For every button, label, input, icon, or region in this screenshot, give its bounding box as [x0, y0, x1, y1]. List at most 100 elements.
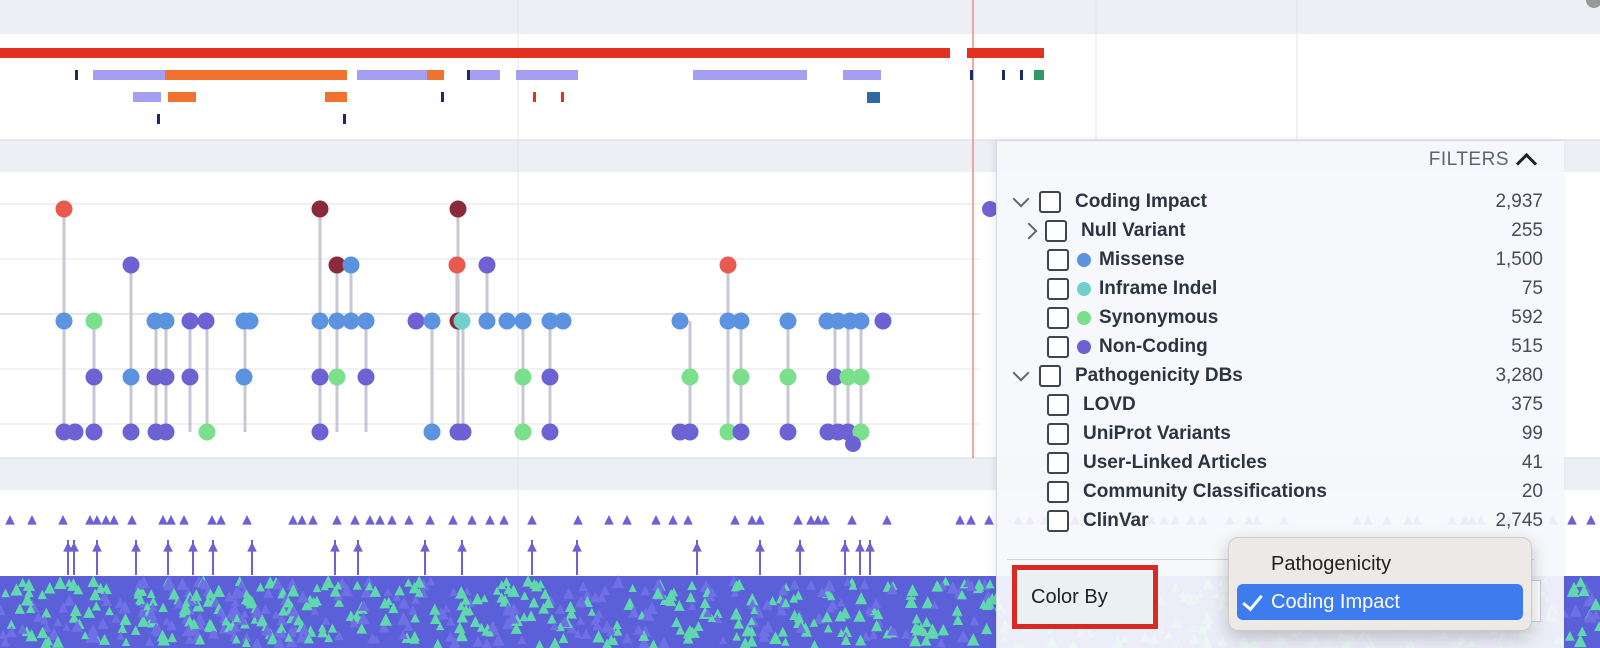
variant-marker[interactable]: [121, 637, 131, 647]
variant-marker[interactable]: [840, 634, 852, 645]
variant-marker[interactable]: [228, 603, 242, 617]
variant-dot[interactable]: [478, 312, 496, 330]
variant-marker[interactable]: [231, 597, 240, 607]
variant-marker[interactable]: [297, 515, 307, 525]
variant-marker[interactable]: [365, 515, 375, 525]
variant-marker[interactable]: [572, 542, 582, 552]
variant-marker[interactable]: [668, 515, 678, 525]
menu-option-coding-impact[interactable]: Coding Impact: [1237, 584, 1523, 620]
variant-marker[interactable]: [547, 613, 557, 624]
variant-marker[interactable]: [688, 601, 697, 610]
variant-marker[interactable]: [167, 632, 178, 643]
variant-dot[interactable]: [498, 312, 516, 330]
variant-marker[interactable]: [627, 605, 640, 618]
variant-marker[interactable]: [429, 613, 441, 624]
variant-dot[interactable]: [514, 312, 532, 330]
variant-marker[interactable]: [40, 637, 52, 648]
variant-marker[interactable]: [357, 611, 370, 625]
variant-marker[interactable]: [596, 592, 607, 603]
variant-marker[interactable]: [606, 634, 616, 645]
variant-marker[interactable]: [251, 638, 262, 648]
variant-marker[interactable]: [689, 627, 700, 638]
variant-marker[interactable]: [693, 620, 704, 632]
variant-marker[interactable]: [190, 589, 203, 601]
variant-marker[interactable]: [47, 627, 61, 641]
variant-marker[interactable]: [68, 612, 80, 623]
variant-marker[interactable]: [62, 622, 71, 631]
variant-marker[interactable]: [810, 639, 820, 648]
variant-marker[interactable]: [820, 515, 830, 525]
variant-marker[interactable]: [651, 515, 661, 525]
variant-marker[interactable]: [467, 515, 477, 525]
variant-marker[interactable]: [334, 630, 344, 641]
variant-dot[interactable]: [681, 423, 699, 441]
variant-marker[interactable]: [420, 542, 430, 552]
variant-marker[interactable]: [207, 515, 217, 525]
variant-dot[interactable]: [157, 423, 175, 441]
variant-marker[interactable]: [573, 629, 582, 638]
variant-marker[interactable]: [612, 620, 622, 630]
variant-marker[interactable]: [329, 585, 341, 597]
variant-marker[interactable]: [789, 593, 799, 603]
variant-dot[interactable]: [449, 200, 467, 218]
variant-marker[interactable]: [864, 605, 873, 615]
variant-marker[interactable]: [332, 515, 342, 525]
variant-marker[interactable]: [194, 634, 206, 645]
variant-marker[interactable]: [739, 637, 752, 648]
variant-marker[interactable]: [573, 515, 583, 525]
variant-dot[interactable]: [719, 256, 737, 274]
variant-marker[interactable]: [375, 515, 385, 525]
variant-marker[interactable]: [465, 597, 475, 608]
chevron-down-icon[interactable]: [1012, 190, 1030, 207]
variant-marker[interactable]: [910, 622, 921, 633]
variant-marker[interactable]: [1573, 634, 1587, 648]
variant-marker[interactable]: [973, 581, 985, 592]
variant-marker[interactable]: [496, 592, 507, 603]
variant-marker[interactable]: [520, 591, 529, 600]
variant-marker[interactable]: [582, 589, 592, 599]
variant-marker[interactable]: [242, 589, 251, 598]
variant-marker[interactable]: [310, 606, 320, 615]
variant-marker[interactable]: [755, 542, 765, 552]
variant-marker[interactable]: [117, 623, 128, 634]
variant-marker[interactable]: [933, 580, 943, 591]
variant-marker[interactable]: [95, 582, 106, 594]
checkbox[interactable]: [1047, 451, 1069, 474]
variant-marker[interactable]: [127, 515, 137, 525]
variant-marker[interactable]: [703, 608, 712, 618]
variant-marker[interactable]: [0, 637, 10, 647]
variant-marker[interactable]: [1567, 515, 1577, 525]
variant-dot[interactable]: [453, 312, 471, 330]
variant-marker[interactable]: [460, 594, 471, 605]
variant-marker[interactable]: [230, 586, 243, 599]
variant-dot[interactable]: [311, 312, 329, 330]
variant-marker[interactable]: [1575, 576, 1586, 587]
variant-marker[interactable]: [580, 628, 592, 640]
filter-uniprot-variants[interactable]: UniProt Variants 99: [1047, 419, 1549, 448]
variant-marker[interactable]: [699, 579, 713, 593]
variant-marker[interactable]: [243, 594, 256, 606]
variant-dot[interactable]: [829, 312, 847, 330]
variant-dot[interactable]: [541, 423, 559, 441]
variant-marker[interactable]: [158, 515, 168, 525]
filter-non-coding[interactable]: Non-Coding 515: [1047, 332, 1549, 361]
variant-marker[interactable]: [527, 542, 537, 552]
variant-marker[interactable]: [242, 515, 252, 525]
variant-marker[interactable]: [85, 631, 97, 644]
variant-marker[interactable]: [542, 596, 555, 609]
variant-marker[interactable]: [216, 515, 226, 525]
variant-dot[interactable]: [357, 312, 375, 330]
variant-marker[interactable]: [906, 583, 919, 596]
variant-marker[interactable]: [809, 618, 819, 627]
variant-marker[interactable]: [63, 594, 76, 606]
variant-marker[interactable]: [99, 591, 110, 601]
variant-dot[interactable]: [732, 368, 750, 386]
variant-marker[interactable]: [86, 623, 100, 637]
variant-marker[interactable]: [240, 609, 249, 618]
variant-dot[interactable]: [839, 368, 857, 386]
variant-marker[interactable]: [27, 515, 37, 525]
variant-dot[interactable]: [181, 368, 199, 386]
variant-marker[interactable]: [969, 615, 980, 626]
variant-marker[interactable]: [410, 612, 420, 623]
variant-dot[interactable]: [181, 312, 199, 330]
